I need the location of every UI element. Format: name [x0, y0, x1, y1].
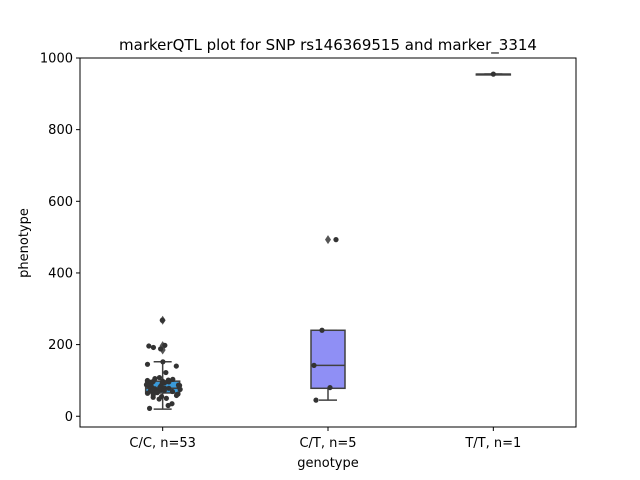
x-tick-label: T/T, n=1: [464, 436, 521, 451]
data-point: [170, 376, 176, 382]
data-point: [150, 344, 157, 351]
data-point: [166, 379, 172, 385]
x-tick-label: C/C, n=53: [129, 436, 195, 451]
y-tick-label: 400: [48, 266, 73, 281]
outlier-marker: [325, 235, 331, 245]
y-tick-label: 0: [65, 410, 73, 425]
strip-points-1: [311, 237, 339, 403]
y-tick-label: 800: [48, 123, 73, 138]
data-point: [158, 346, 164, 352]
data-point: [146, 343, 152, 349]
data-point: [165, 402, 171, 409]
y-tick-label: 600: [48, 195, 73, 210]
plot-area: [143, 71, 512, 411]
data-point: [319, 327, 325, 333]
data-point: [327, 384, 333, 391]
data-point: [159, 317, 165, 323]
data-point: [333, 237, 339, 243]
y-axis: 0 200 400 600 800 1000: [40, 52, 80, 425]
data-point: [161, 387, 167, 394]
data-point: [490, 71, 496, 77]
data-point: [166, 385, 172, 391]
data-point: [144, 361, 151, 367]
data-point: [163, 395, 169, 401]
box-group-1: [310, 235, 346, 401]
data-point: [160, 359, 166, 365]
box: [310, 329, 346, 390]
data-point: [173, 392, 180, 399]
strip-points-0: [143, 317, 183, 411]
y-tick-label: 200: [48, 338, 73, 353]
chart-title: markerQTL plot for SNP rs146369515 and m…: [119, 36, 537, 55]
data-point: [156, 396, 162, 402]
data-point: [173, 363, 179, 369]
y-tick-label: 1000: [40, 52, 73, 67]
data-point: [169, 388, 176, 395]
data-point: [150, 394, 156, 400]
data-point: [313, 397, 319, 403]
x-axis-label: genotype: [297, 456, 358, 471]
data-point: [156, 374, 163, 381]
data-point: [311, 362, 317, 368]
data-point: [154, 390, 160, 396]
y-axis-label: phenotype: [17, 208, 32, 278]
x-tick-label: C/T, n=5: [299, 436, 356, 451]
data-point: [162, 342, 168, 348]
data-point: [163, 369, 169, 376]
x-axis: C/C, n=53 C/T, n=5 T/T, n=1: [129, 427, 521, 451]
strip-points-2: [490, 71, 496, 77]
data-point: [146, 405, 153, 411]
data-point: [144, 390, 151, 396]
data-point: [177, 386, 183, 392]
